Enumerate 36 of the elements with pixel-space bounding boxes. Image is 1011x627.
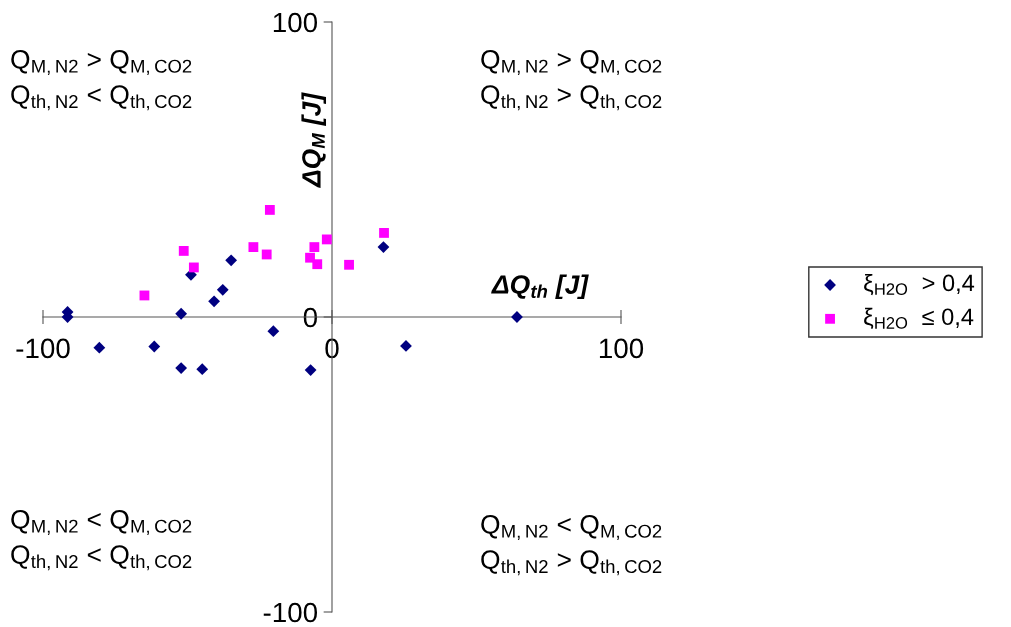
x-tick-label: 0 [325,338,339,359]
point [377,241,390,253]
point [309,242,320,252]
point [261,249,272,260]
point [93,341,106,354]
y-axis-title: ΔQ$_{M}$ [J] [301,92,327,188]
point [321,234,332,245]
point [175,307,188,320]
y-tick-label: 100 [273,12,318,33]
text: Q$_{M,N2}$ < Q$_{M,CO2}$ Q$_{th,N2}$ > Q$_{th,CO2}$ [481,515,662,576]
text: Q$_{M,N2}$ > Q$_{M,CO2}$ Q$_{th,N2}$ > Q$_{th,CO2}$ [481,50,662,111]
point [225,254,238,267]
point [344,259,354,270]
text: Q$_{M,N2}$ > Q$_{M,CO2}$ Q$_{th,N2}$ < Q$_{th,CO2}$ [11,50,192,111]
point [400,340,412,352]
point [216,283,229,296]
legend-label: ξ$_{H2O}$ ≤ 0,4 [864,307,974,329]
point [196,363,209,376]
point [188,262,199,273]
point [379,228,389,238]
legend-label: ξ$_{H2O}$ > 0,4 [864,273,975,296]
y-tick-label: 0 [303,307,318,328]
text: Q$_{M,N2}$ < Q$_{M,CO2}$ Q$_{th,N2}$ < Q$_{th,CO2}$ [11,510,192,571]
x-axis-title: ΔQ$_{th}$ [J] [491,274,589,300]
point [304,364,317,376]
point [178,246,189,256]
point [175,362,188,374]
x-tick-label: -100 [16,338,70,359]
point [264,205,275,215]
point [148,340,161,353]
point [248,242,259,252]
point [312,259,323,270]
point [267,325,280,338]
y-tick-label: -100 [263,602,318,623]
point [208,295,220,308]
x-tick-label: 100 [599,338,644,359]
